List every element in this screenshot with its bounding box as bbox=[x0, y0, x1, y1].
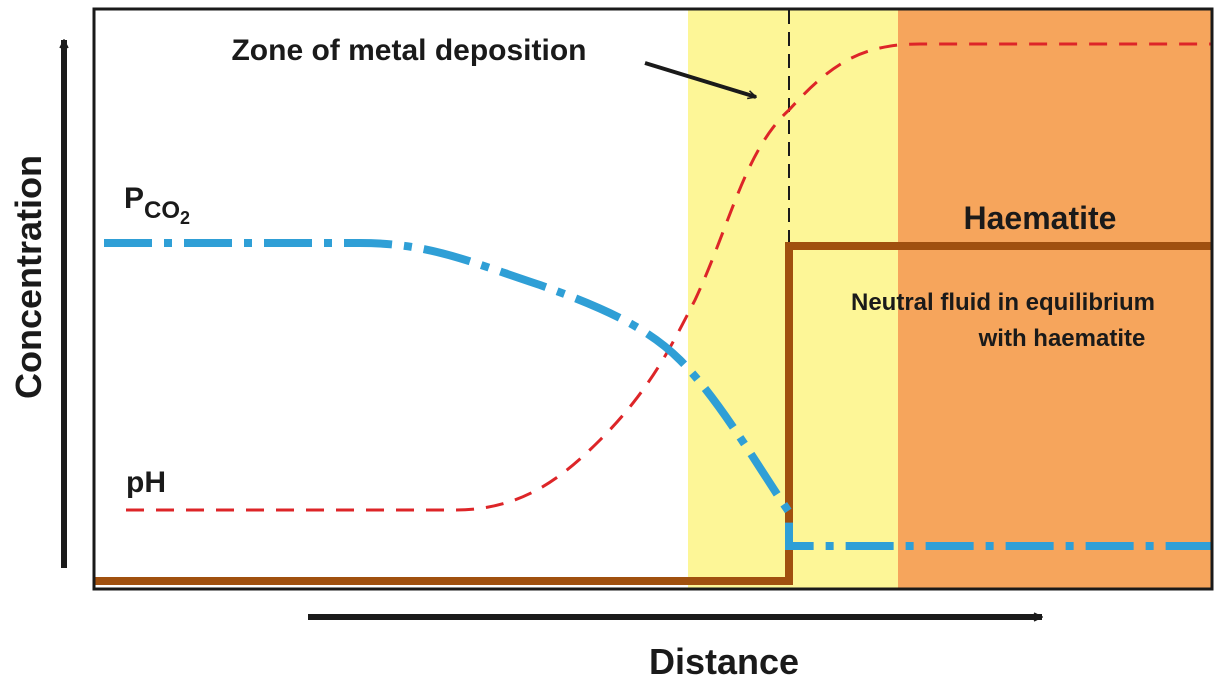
pco2-label: PCO2 bbox=[124, 182, 190, 228]
pco2-label-subsub: 2 bbox=[180, 208, 190, 228]
plot-frame bbox=[92, 7, 1214, 591]
y-axis-label: Concentration bbox=[8, 155, 49, 399]
pco2-label-main: P bbox=[124, 182, 144, 215]
pco2-label-sub: CO bbox=[144, 197, 180, 224]
x-axis-label: Distance bbox=[649, 641, 799, 680]
zone-label: Zone of metal deposition bbox=[231, 34, 586, 67]
haematite-boundary-line bbox=[94, 242, 1212, 585]
ph-label: pH bbox=[126, 466, 166, 499]
neutral-fluid-label-line2: with haematite bbox=[978, 325, 1146, 352]
haematite-zone-band bbox=[898, 9, 1212, 589]
ph-curve bbox=[126, 42, 1212, 512]
haematite-label: Haematite bbox=[964, 200, 1117, 236]
pco2-curve bbox=[104, 239, 1212, 550]
neutral-fluid-label-line1: Neutral fluid in equilibrium bbox=[851, 289, 1155, 316]
zone-pointer-arrow bbox=[644, 61, 756, 97]
